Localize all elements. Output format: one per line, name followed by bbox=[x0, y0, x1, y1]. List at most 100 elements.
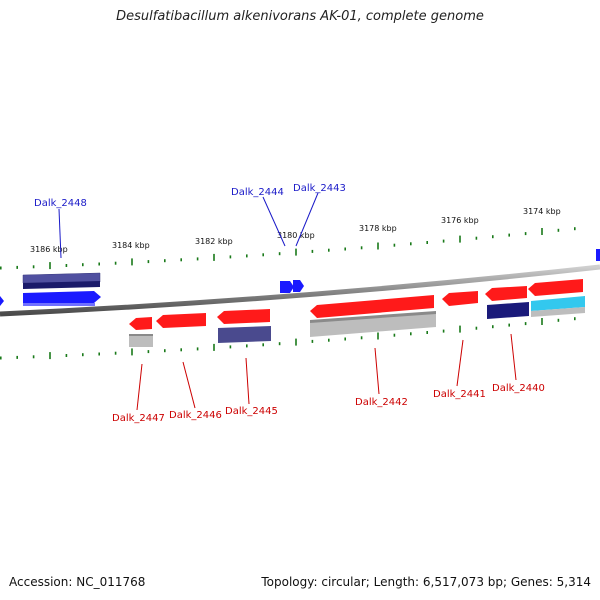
gene-arrow[interactable] bbox=[528, 279, 583, 296]
minor-tick bbox=[180, 258, 182, 262]
gene-label-dalk-2445[interactable]: Dalk_2445 bbox=[225, 406, 278, 417]
major-tick bbox=[131, 258, 133, 266]
major-tick bbox=[213, 253, 215, 261]
minor-tick bbox=[410, 242, 412, 246]
minor-tick bbox=[492, 325, 494, 329]
minor-tick bbox=[0, 266, 2, 270]
gene-shadow bbox=[129, 334, 153, 336]
minor-tick bbox=[32, 265, 35, 269]
callout-line bbox=[510, 333, 517, 381]
gene-label-dalk-2441[interactable]: Dalk_2441 bbox=[433, 389, 486, 400]
genome-stats-text: Topology: circular; Length: 6,517,073 bp… bbox=[261, 575, 591, 589]
minor-tick bbox=[475, 236, 478, 240]
minus-strand-genes bbox=[129, 279, 585, 347]
minor-tick bbox=[164, 259, 166, 263]
callout-lines bbox=[58, 192, 517, 411]
kbp-label-3186: 3186 kbp bbox=[30, 245, 68, 254]
minor-tick bbox=[246, 344, 248, 348]
gene-arrow[interactable] bbox=[23, 281, 100, 289]
minor-tick bbox=[344, 247, 346, 251]
minor-tick bbox=[524, 232, 527, 236]
kbp-label-3184: 3184 kbp bbox=[112, 241, 150, 250]
minor-tick bbox=[16, 265, 18, 269]
minor-tick bbox=[196, 347, 199, 351]
gene-arrow[interactable] bbox=[0, 296, 4, 306]
minor-tick bbox=[557, 228, 560, 232]
minor-tick bbox=[360, 336, 363, 340]
minor-tick bbox=[475, 326, 478, 330]
kbp-label-3176: 3176 kbp bbox=[441, 216, 479, 225]
gene-arrow[interactable] bbox=[487, 302, 529, 319]
minor-tick bbox=[262, 343, 264, 347]
minor-tick bbox=[574, 227, 576, 231]
callout-line bbox=[245, 357, 250, 405]
tick-row-upper bbox=[0, 227, 576, 270]
gene-label-dalk-2444[interactable]: Dalk_2444 bbox=[231, 187, 284, 198]
callout-line bbox=[58, 208, 62, 259]
callout-line bbox=[262, 196, 286, 247]
gene-label-dalk-2447[interactable]: Dalk_2447 bbox=[112, 413, 165, 424]
minor-tick bbox=[410, 332, 412, 336]
major-tick bbox=[49, 352, 51, 360]
gene-arrow[interactable] bbox=[531, 296, 585, 311]
minor-tick bbox=[229, 345, 232, 349]
minor-tick bbox=[442, 329, 445, 333]
major-tick bbox=[377, 242, 379, 250]
callout-line bbox=[136, 363, 143, 411]
minor-tick bbox=[393, 243, 396, 247]
minor-tick bbox=[164, 349, 166, 353]
tick-row-lower bbox=[0, 317, 576, 360]
major-tick bbox=[541, 318, 543, 325]
gene-arrow[interactable] bbox=[217, 309, 270, 324]
gene-arrow[interactable] bbox=[293, 280, 304, 292]
minor-tick bbox=[492, 235, 494, 239]
minor-tick bbox=[0, 356, 2, 360]
gene-label-dalk-2448[interactable]: Dalk_2448 bbox=[34, 198, 87, 209]
plus-strand-genes bbox=[0, 249, 600, 306]
minor-tick bbox=[65, 264, 68, 267]
kbp-label-3174: 3174 kbp bbox=[523, 207, 561, 216]
minor-tick bbox=[114, 261, 117, 265]
gene-label-dalk-2443[interactable]: Dalk_2443 bbox=[293, 183, 346, 194]
minor-tick bbox=[328, 248, 330, 252]
major-tick bbox=[459, 235, 461, 243]
gene-shadow bbox=[310, 311, 436, 323]
gene-arrow[interactable] bbox=[129, 317, 152, 330]
gene-arrow[interactable] bbox=[310, 312, 436, 337]
gene-label-dalk-2440[interactable]: Dalk_2440 bbox=[492, 383, 545, 394]
minor-tick bbox=[311, 249, 314, 253]
gene-arrow[interactable] bbox=[310, 295, 434, 318]
callout-line bbox=[295, 192, 319, 247]
minor-tick bbox=[262, 253, 264, 257]
minor-tick bbox=[311, 339, 314, 343]
gene-arrow[interactable] bbox=[23, 291, 101, 305]
major-tick bbox=[295, 338, 297, 346]
minor-tick bbox=[508, 323, 510, 327]
gene-shadow bbox=[23, 303, 95, 306]
kbp-labels: 3186 kbp 3184 kbp 3182 kbp 3180 kbp 3178… bbox=[30, 207, 561, 254]
kbp-label-3180: 3180 kbp bbox=[277, 231, 315, 240]
major-tick bbox=[295, 248, 297, 256]
minor-tick bbox=[229, 255, 232, 259]
minor-tick bbox=[98, 262, 100, 266]
minor-tick bbox=[393, 333, 396, 337]
minor-tick bbox=[574, 317, 576, 321]
minor-tick bbox=[360, 246, 363, 250]
callout-line bbox=[182, 361, 196, 409]
gene-label-dalk-2446[interactable]: Dalk_2446 bbox=[169, 410, 222, 421]
gene-arrow[interactable] bbox=[129, 335, 153, 347]
gene-arrow[interactable] bbox=[156, 313, 206, 328]
gene-label-dalk-2442[interactable]: Dalk_2442 bbox=[355, 397, 408, 408]
minor-tick bbox=[16, 355, 18, 359]
major-tick bbox=[131, 348, 133, 356]
minor-tick bbox=[557, 318, 560, 322]
gene-arrow[interactable] bbox=[485, 286, 527, 301]
gene-arrow[interactable] bbox=[442, 291, 478, 306]
gene-arrow[interactable] bbox=[280, 281, 294, 293]
minor-tick bbox=[32, 355, 35, 359]
gene-arrow[interactable] bbox=[596, 249, 600, 261]
gene-arrow[interactable] bbox=[218, 326, 271, 343]
kbp-label-3182: 3182 kbp bbox=[195, 237, 233, 246]
